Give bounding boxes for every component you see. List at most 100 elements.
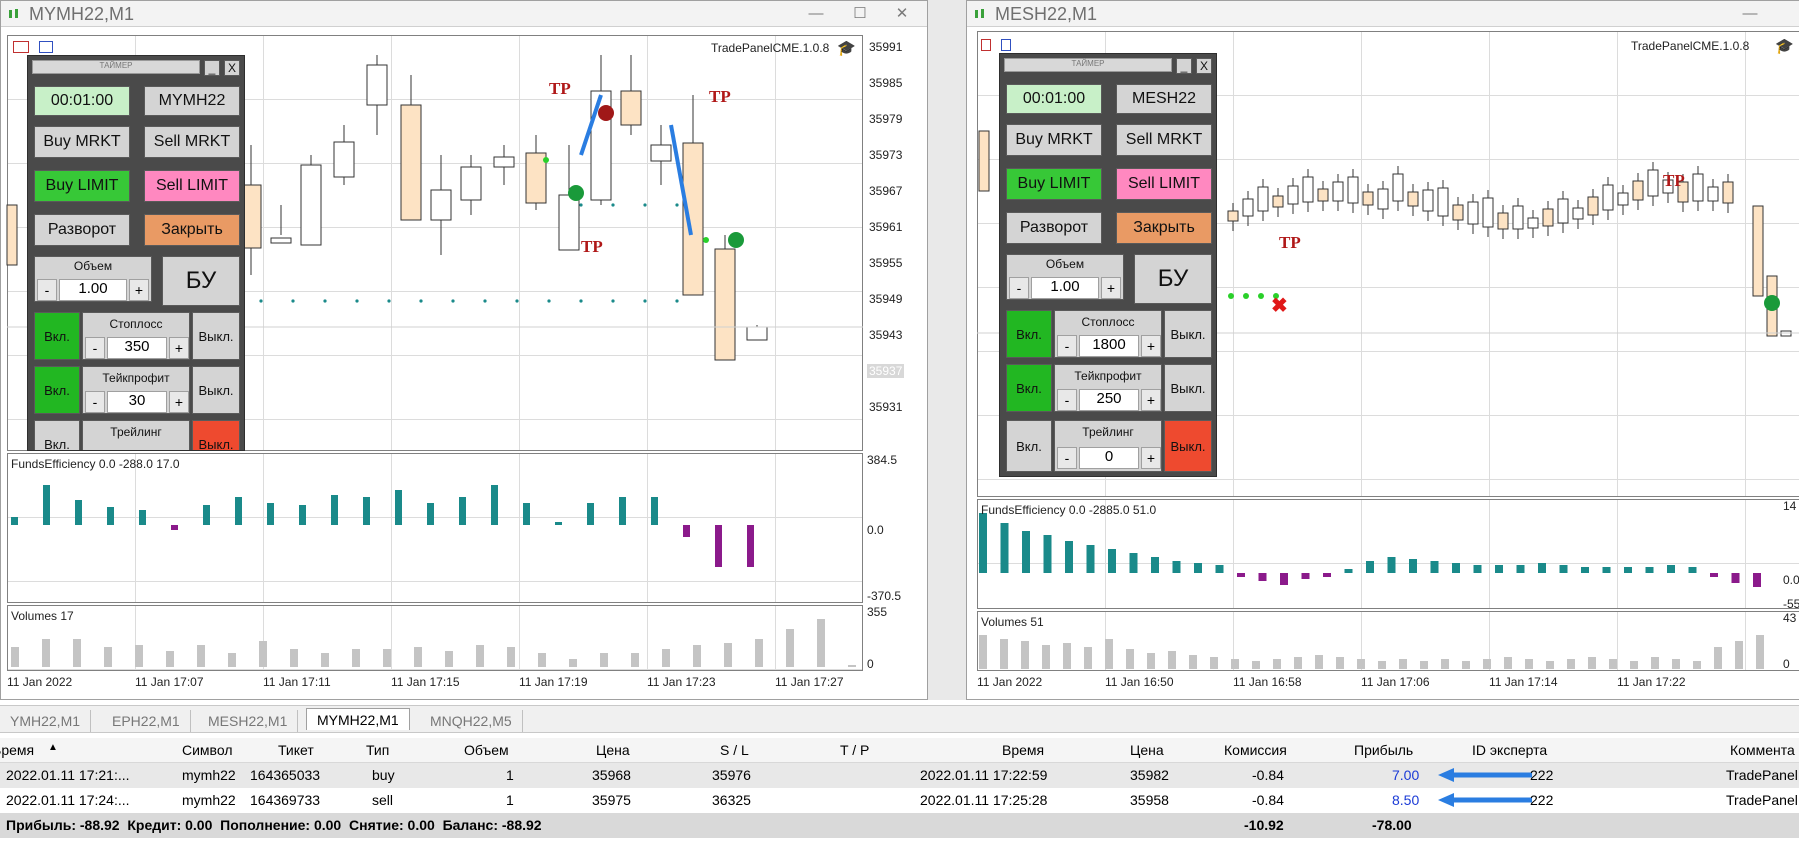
takeprofit-on-button[interactable]: Вкл.	[34, 366, 80, 414]
volume-minus-button[interactable]: -	[37, 279, 57, 301]
summary-row: Прибыль: -88.92 Кредит: 0.00 Пополнение:…	[0, 813, 1799, 838]
panel-minimize-button[interactable]: _	[204, 60, 220, 76]
tab-mymh22[interactable]: MYMH22,M1	[306, 708, 410, 730]
stoploss-off-button[interactable]: Выкл.	[1164, 310, 1212, 358]
trailing-plus-button[interactable]: +	[1141, 447, 1161, 469]
chart-tools-icons[interactable]	[981, 39, 1011, 54]
bar-chart-icon[interactable]	[13, 41, 29, 53]
tab-ymh22[interactable]: YMH22,M1	[0, 710, 92, 732]
close-position-button[interactable]: Закрыть	[144, 214, 240, 246]
sort-ascending-icon[interactable]: ▲	[48, 742, 58, 753]
maximize-button[interactable]: ☐	[853, 5, 867, 22]
table-row[interactable]: 2022.01.11 17:24:... mymh22 164369733 se…	[0, 788, 1799, 813]
trailing-minus-button[interactable]: -	[1057, 447, 1077, 469]
breakeven-button[interactable]: БУ	[1134, 254, 1212, 304]
chart-window-mymh22[interactable]: MYMH22,M1 — ☐ ✕ TradePanelCME.1.0.8 🎓 35…	[0, 0, 928, 700]
volumes-panel[interactable]	[977, 611, 1799, 671]
expert-caption: TradePanelCME.1.0.8	[1631, 39, 1750, 53]
reverse-button[interactable]: Разворот	[1006, 212, 1102, 244]
column-header[interactable]: Комиссия	[1224, 742, 1287, 758]
takeprofit-plus-button[interactable]: +	[1141, 389, 1161, 411]
trailing-on-button[interactable]: Вкл.	[34, 420, 80, 450]
arrow-pointer-icon	[1438, 793, 1532, 807]
volume-control: Объем - 1.00 +	[34, 256, 152, 302]
trailing-off-button[interactable]: Выкл.	[192, 420, 240, 450]
tab-mesh22[interactable]: MESH22,M1	[198, 710, 299, 732]
column-header[interactable]: Коммента	[1730, 742, 1795, 758]
takeprofit-on-button[interactable]: Вкл.	[1006, 364, 1052, 412]
trailing-off-button[interactable]: Выкл.	[1164, 420, 1212, 472]
column-header[interactable]: Символ	[182, 742, 233, 758]
minimize-button[interactable]: —	[808, 5, 824, 22]
bar-chart-icon[interactable]	[981, 39, 991, 51]
column-header[interactable]: Тип	[366, 742, 390, 758]
close-button[interactable]: ✕	[895, 5, 909, 22]
candles-icon[interactable]	[38, 41, 53, 53]
takeprofit-input[interactable]: 30	[107, 391, 167, 413]
trailing-input[interactable]: 0	[1079, 447, 1139, 469]
table-row[interactable]: 2022.01.11 17:21:... mymh22 164365033 bu…	[0, 763, 1799, 788]
sell-limit-button[interactable]: Sell LIMIT	[1116, 168, 1212, 200]
column-header[interactable]: ID эксперта	[1472, 742, 1548, 758]
stoploss-plus-button[interactable]: +	[169, 337, 189, 359]
buy-market-button[interactable]: Buy MRKT	[1006, 124, 1102, 156]
trailing-on-button[interactable]: Вкл.	[1006, 420, 1052, 472]
buy-limit-button[interactable]: Buy LIMIT	[1006, 168, 1102, 200]
breakeven-button[interactable]: БУ	[162, 256, 240, 306]
minimize-button[interactable]: —	[1742, 5, 1758, 22]
buy-limit-button[interactable]: Buy LIMIT	[34, 170, 130, 202]
volume-input[interactable]: 1.00	[59, 279, 127, 301]
column-header[interactable]: Прибыль	[1354, 742, 1414, 758]
volume-plus-button[interactable]: +	[1101, 277, 1121, 299]
column-header[interactable]: Время	[1002, 742, 1045, 758]
stoploss-input[interactable]: 350	[107, 337, 167, 359]
trade-panel[interactable]: ТАЙМЕР _ X 00:01:00 MESH22 Buy MRKT Sell…	[999, 53, 1217, 477]
volume-plus-button[interactable]: +	[129, 279, 149, 301]
sell-market-button[interactable]: Sell MRKT	[1116, 124, 1212, 156]
indicator-bar	[1022, 531, 1030, 573]
candle-body	[650, 144, 672, 162]
stoploss-input[interactable]: 1800	[1079, 335, 1139, 357]
tab-eph22[interactable]: EPH22,M1	[102, 710, 191, 732]
column-header[interactable]: T / P	[840, 742, 870, 758]
reverse-button[interactable]: Разворот	[34, 214, 130, 246]
column-header[interactable]: Время	[0, 742, 35, 758]
panel-header[interactable]: ТАЙМЕР	[1004, 58, 1172, 72]
panel-close-button[interactable]: X	[224, 60, 240, 76]
column-header[interactable]: Тикет	[278, 742, 314, 758]
tab-mnqh22[interactable]: MNQH22,M5	[420, 710, 523, 732]
trade-panel[interactable]: ТАЙМЕР _ X 00:01:00 MYMH22 Buy MRKT Sell…	[27, 55, 245, 451]
chart-window-mesh22[interactable]: MESH22,M1 — TradePanelCME.1.0.8 🎓 TP TP …	[966, 0, 1799, 700]
window-titlebar[interactable]: MESH22,M1 —	[967, 1, 1799, 27]
stoploss-on-button[interactable]: Вкл.	[34, 312, 80, 360]
close-position-button[interactable]: Закрыть	[1116, 212, 1212, 244]
takeprofit-minus-button[interactable]: -	[85, 391, 105, 413]
volume-input[interactable]: 1.00	[1031, 277, 1099, 299]
column-header[interactable]: Объем	[464, 742, 509, 758]
stoploss-minus-button[interactable]: -	[85, 337, 105, 359]
panel-close-button[interactable]: X	[1196, 58, 1212, 74]
panel-minimize-button[interactable]: _	[1176, 58, 1192, 74]
sell-limit-button[interactable]: Sell LIMIT	[144, 170, 240, 202]
column-header[interactable]: Цена	[596, 742, 630, 758]
stoploss-plus-button[interactable]: +	[1141, 335, 1161, 357]
column-header[interactable]: Цена	[1130, 742, 1164, 758]
buy-market-button[interactable]: Buy MRKT	[34, 126, 130, 158]
sell-market-button[interactable]: Sell MRKT	[144, 126, 240, 158]
chart-tools-icons[interactable]	[13, 41, 53, 56]
volume-minus-button[interactable]: -	[1009, 277, 1029, 299]
takeprofit-plus-button[interactable]: +	[169, 391, 189, 413]
window-titlebar[interactable]: MYMH22,M1 — ☐ ✕	[1, 1, 927, 27]
column-header[interactable]: S / L	[720, 742, 749, 758]
takeprofit-minus-button[interactable]: -	[1057, 389, 1077, 411]
stoploss-on-button[interactable]: Вкл.	[1006, 310, 1052, 358]
trailing-control: Трейлинг	[82, 420, 190, 450]
candles-icon[interactable]	[1000, 39, 1011, 51]
stoploss-off-button[interactable]: Выкл.	[192, 312, 240, 360]
volumes-panel[interactable]	[7, 605, 863, 671]
takeprofit-off-button[interactable]: Выкл.	[192, 366, 240, 414]
panel-header[interactable]: ТАЙМЕР	[32, 60, 200, 74]
takeprofit-input[interactable]: 250	[1079, 389, 1139, 411]
takeprofit-off-button[interactable]: Выкл.	[1164, 364, 1212, 412]
stoploss-minus-button[interactable]: -	[1057, 335, 1077, 357]
